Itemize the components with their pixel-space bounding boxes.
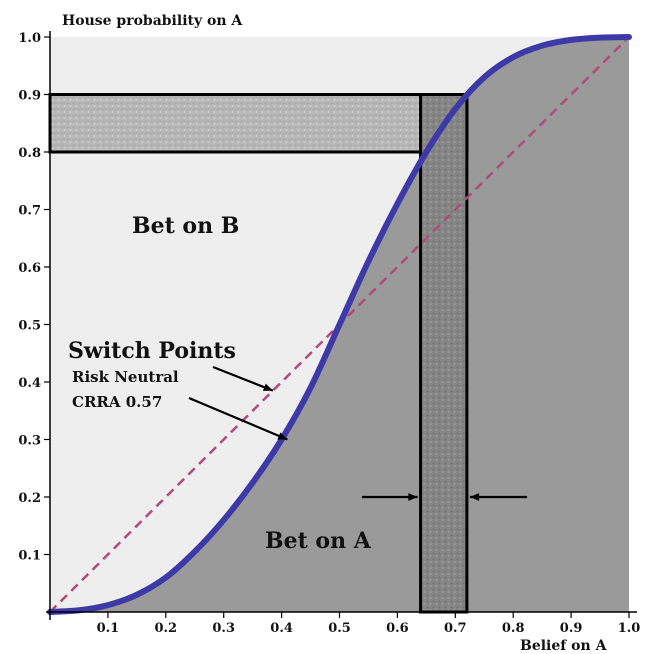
- x-tick-label: 0.9: [560, 621, 583, 636]
- y-tick-label: 0.8: [18, 146, 41, 161]
- series-crra-0.57: [47, 34, 632, 615]
- x-tick-label: 0.7: [444, 621, 467, 636]
- y-tick-label: 0.6: [18, 261, 41, 276]
- arrow-risk-neutral: [212, 365, 274, 392]
- x-tick-label: 1.0: [618, 621, 641, 636]
- y-tick-label: 0.5: [18, 319, 41, 334]
- region-label-bet-on-a: Bet on A: [265, 528, 372, 554]
- x-tick-label: 0.1: [97, 621, 120, 636]
- y-tick-label: 1.0: [18, 31, 41, 46]
- axes: [44, 31, 637, 620]
- arrow-right-boundary: [469, 493, 527, 501]
- horizontal-band: [48, 93, 469, 154]
- y-tick-label: 0.9: [18, 89, 41, 104]
- arrow-left-boundary: [362, 493, 418, 501]
- x-tick-label: 0.4: [270, 621, 293, 636]
- arrow-crra: [188, 396, 288, 441]
- switch-point-crra-label: CRRA 0.57: [72, 393, 162, 411]
- switch-point-risk-neutral-label: Risk Neutral: [72, 368, 179, 386]
- x-tick-label: 0.5: [328, 621, 351, 636]
- x-tick-label: 0.8: [502, 621, 525, 636]
- x-tick-label: 0.2: [154, 621, 177, 636]
- y-axis-label: House probability on A: [62, 13, 243, 29]
- y-tick-label: 0.2: [18, 491, 41, 506]
- switch-points-title: Switch Points: [68, 338, 236, 364]
- vertical-band: [419, 93, 469, 614]
- x-tick-label: 0.6: [386, 621, 409, 636]
- x-tick-label: 0.3: [212, 621, 235, 636]
- y-tick-label: 0.4: [18, 376, 41, 391]
- x-axis-label: Belief on A: [520, 638, 608, 654]
- y-tick-label: 0.3: [18, 434, 41, 449]
- y-tick-label: 0.1: [18, 549, 41, 564]
- region-label-bet-on-b: Bet on B: [132, 213, 239, 239]
- tick-labels: 0.1 0.2 0.3 0.4 0.5 0.6 0.7 0.8 0.9 1.0 0.1 0.2 0.3 0…: [18, 31, 640, 636]
- annotation-arrows: [188, 365, 527, 501]
- series-lines: [47, 34, 632, 615]
- y-tick-label: 0.7: [18, 204, 41, 219]
